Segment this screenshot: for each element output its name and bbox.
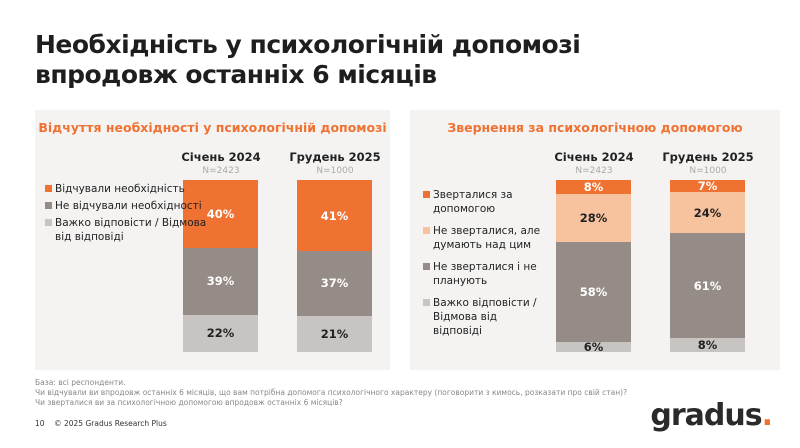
legend-swatch [45,219,52,226]
legend-label: Зверталися за допомогою [433,189,513,215]
bar-segment: 8% [670,338,745,352]
stacked-bar: 41% 37% 21% [297,180,372,352]
sample-size: N=2423 [202,166,240,176]
legend-label: Не зверталися і не планують [433,261,537,287]
sample-size: N=1000 [689,166,727,176]
legend-label: Відчували необхідність [55,183,185,195]
legend-item: Не відчували необхідності [45,199,215,213]
legend-swatch [423,263,430,270]
stacked-bar: 40% 39% 22% [183,180,258,352]
sample-size: N=2423 [575,166,613,176]
legend-label: Не відчували необхідності [55,200,202,212]
legend-item: Зверталися за допомогою [423,188,548,216]
page-footer: 10 © 2025 Gradus Research Plus [35,419,167,428]
chart-title: Звернення за психологічною допомогою [447,120,743,135]
footnotes: База: всі респонденти. Чи відчували ви в… [35,378,628,407]
bar-segment: 21% [297,315,372,352]
legend-label: Важко відповісти / Відмова від відповіді [433,297,537,337]
legend-swatch [423,299,430,306]
bar-segment: 24% [670,192,745,234]
bar-segment: 37% [297,251,372,316]
stacked-bar: 8% 28% 58% 6% [556,180,631,354]
legend-swatch [423,191,430,198]
stacked-bar: 7% 24% 61% 8% [670,179,745,352]
bar-segment: 40% [183,180,258,249]
column-header: Грудень 2025 [289,150,381,164]
bar-segment: 22% [183,314,258,352]
chart-title: Відчуття необхідності у психологічній до… [38,120,387,135]
bar-segment: 61% [670,233,745,339]
bar-segment: 58% [556,241,631,342]
legend-item: Відчували необхідність [45,182,215,196]
sample-size: N=1000 [316,166,354,176]
chart-panel-need: Відчуття необхідності у психологічній до… [35,110,390,370]
page-title: Необхідність у психологічній допомозі впр… [35,30,581,89]
column-header: Січень 2024 [554,150,634,164]
column-header: Січень 2024 [181,150,261,164]
legend-label: Важко відповісти / Відмова від відповіді [55,217,207,243]
gradus-logo: gradus. [650,398,773,433]
legend-swatch [45,202,52,209]
legend-swatch [423,227,430,234]
column-header: Грудень 2025 [662,150,754,164]
legend-item: Важко відповісти / Відмова від відповіді [45,216,215,244]
bar-segment: 7% [670,179,745,193]
bar-segment: 6% [556,340,631,354]
legend-item: Не зверталися, але думають над цим [423,224,548,252]
legend-label: Не зверталися, але думають над цим [433,225,541,251]
bar-segment: 41% [297,180,372,252]
chart-panel-appeal: Звернення за психологічною допомогою Січе… [410,110,780,370]
bar-segment: 28% [556,193,631,242]
bar-segment: 8% [556,180,631,194]
copyright: © 2025 Gradus Research Plus [54,419,167,428]
legend-item: Не зверталися і не планують [423,260,548,288]
page-number: 10 [35,419,45,428]
legend-swatch [45,185,52,192]
legend-item: Важко відповісти / Відмова від відповіді [423,296,548,338]
bar-segment: 39% [183,248,258,315]
